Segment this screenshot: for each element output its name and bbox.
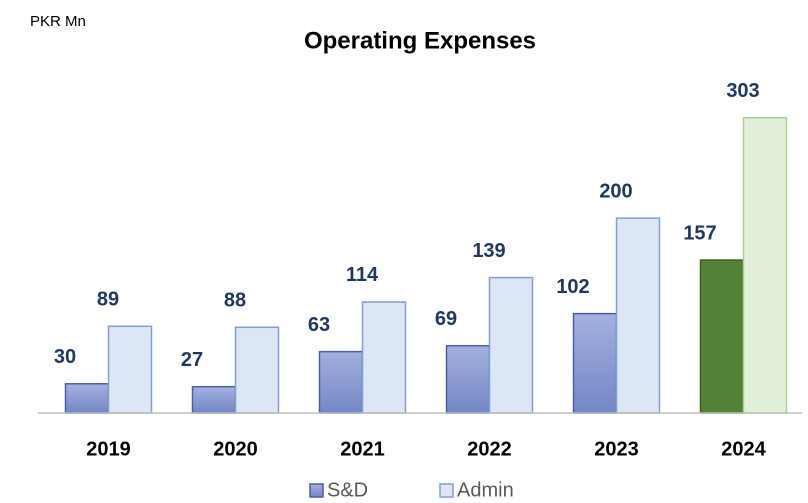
x-tick-label: 2020 [213, 438, 258, 460]
legend-label: S&D [327, 479, 368, 501]
x-tick-label: 2019 [86, 438, 131, 460]
legend-label: Admin [457, 479, 514, 501]
data-label: 139 [472, 240, 505, 262]
data-label: 303 [726, 80, 759, 102]
bar [361, 301, 407, 414]
x-tick-label: 2023 [594, 438, 639, 460]
bar [742, 117, 788, 414]
data-label: 200 [599, 180, 632, 202]
bar [445, 345, 491, 414]
bar [234, 326, 280, 414]
data-label: 27 [181, 349, 203, 371]
bar [64, 383, 110, 414]
bar [615, 217, 661, 414]
bar [318, 350, 364, 414]
data-label: 157 [683, 222, 716, 244]
bar [699, 259, 745, 414]
bar [107, 325, 153, 414]
bar [572, 312, 618, 414]
chart-title: Operating Expenses [304, 27, 536, 54]
data-label: 89 [97, 289, 119, 311]
legend-swatch [309, 483, 324, 498]
unit-label: PKR Mn [30, 13, 86, 30]
data-label: 102 [556, 276, 589, 298]
data-label: 88 [224, 290, 246, 312]
data-label: 114 [346, 264, 379, 286]
x-tick-label: 2024 [721, 438, 766, 460]
bar [488, 276, 534, 414]
x-tick-label: 2022 [467, 438, 512, 460]
data-label: 69 [435, 308, 457, 330]
bar [191, 385, 237, 414]
x-tick-label: 2021 [340, 438, 385, 460]
data-label: 63 [308, 314, 330, 336]
data-label: 30 [54, 346, 76, 368]
legend-swatch [439, 483, 454, 498]
